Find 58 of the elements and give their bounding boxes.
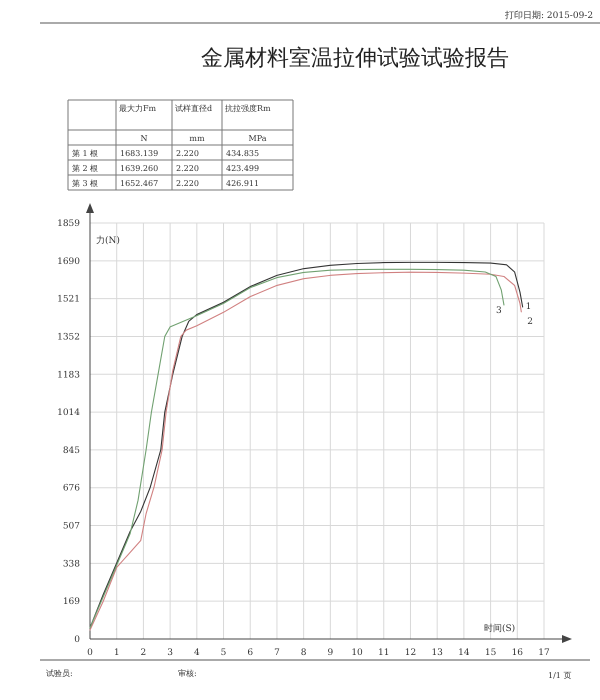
text: 2.220	[176, 149, 199, 158]
x-tick-label: 9	[327, 648, 334, 658]
text: 第 2 根	[72, 164, 98, 173]
y-tick-label: 1183	[57, 370, 80, 380]
y-tick-label: 1521	[57, 294, 80, 305]
series-label: 2	[527, 316, 534, 327]
y-tick-label: 1352	[57, 332, 80, 342]
x-tick-label: 13	[431, 648, 444, 658]
x-tick-label: 10	[351, 648, 364, 658]
text: 第 3 根	[72, 179, 98, 188]
series-label: 3	[496, 306, 502, 316]
text: 2.220	[176, 164, 199, 173]
x-tick-label: 16	[512, 648, 524, 658]
x-tick-label: 2	[140, 648, 146, 658]
text: 试样直径d	[175, 104, 212, 113]
text: 最大力Fm	[119, 104, 157, 113]
text: 打印日期: 2015-09-2	[504, 10, 594, 21]
text: MPa	[248, 134, 267, 143]
text: 1652.467	[120, 179, 158, 188]
x-tick-label: 8	[300, 648, 307, 658]
y-tick-label: 507	[62, 522, 80, 532]
text: 1639.260	[120, 164, 158, 173]
text: 423.499	[226, 164, 260, 173]
y-tick-label: 1014	[57, 408, 80, 418]
text: 抗拉强度Rm	[225, 104, 272, 113]
y-tick-label: 845	[62, 446, 80, 456]
x-tick-label: 11	[378, 648, 390, 658]
y-tick-label: 338	[62, 559, 80, 570]
text: 1683.139	[120, 149, 158, 158]
text: 1/1 页	[548, 671, 572, 680]
y-axis-title: 力(N)	[96, 235, 120, 246]
x-tick-label: 1	[114, 648, 120, 658]
text: 第 1 根	[72, 149, 98, 158]
text: mm	[189, 134, 205, 143]
text: N	[140, 134, 148, 143]
text: 审核:	[178, 669, 197, 678]
text: 426.911	[226, 179, 260, 188]
y-tick-label: 676	[62, 484, 80, 494]
x-tick-label: 7	[274, 648, 280, 658]
series-label: 1	[526, 302, 532, 312]
text: 2.220	[176, 179, 199, 188]
text: 434.835	[226, 149, 260, 158]
x-tick-label: 14	[458, 648, 470, 658]
y-tick-label: 169	[62, 597, 80, 608]
x-tick-label: 17	[538, 648, 550, 658]
x-tick-label: 6	[247, 648, 254, 658]
y-tick-label: 1859	[57, 219, 80, 229]
chart-title: 金属材料室温拉伸试验试验报告	[201, 46, 509, 71]
x-axis-title: 时间(S)	[484, 623, 516, 634]
x-tick-label: 3	[167, 648, 174, 658]
y-tick-label: 0	[74, 635, 80, 645]
x-tick-label: 12	[404, 648, 416, 658]
x-tick-label: 0	[87, 648, 94, 658]
x-tick-label: 5	[220, 648, 227, 658]
y-tick-label: 1690	[57, 256, 80, 267]
x-tick-label: 15	[484, 648, 497, 658]
x-tick-label: 4	[194, 648, 200, 658]
text: 试验员:	[46, 669, 73, 678]
